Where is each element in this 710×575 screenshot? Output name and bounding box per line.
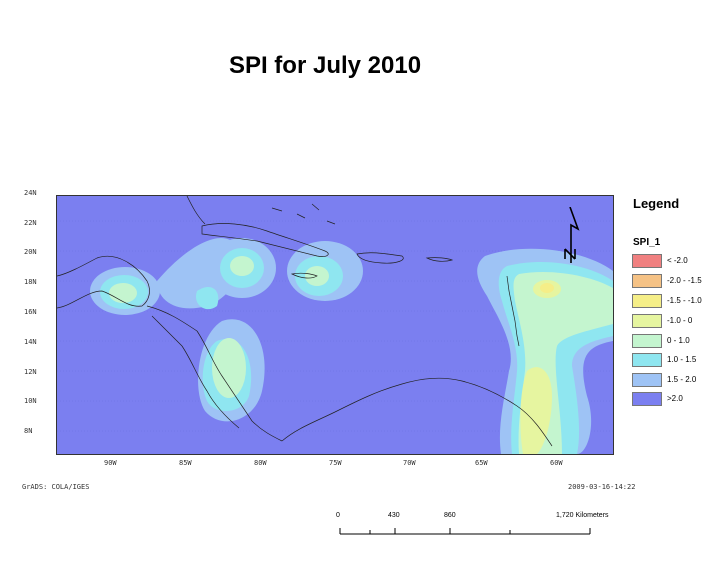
legend-item: -2.0 - -1.5: [632, 273, 702, 288]
legend-item: < -2.0: [632, 253, 688, 268]
legend-swatch: [632, 273, 662, 288]
legend-label: >2.0: [667, 394, 683, 403]
map-title: SPI for July 2010: [228, 52, 422, 79]
legend-item: >2.0: [632, 391, 683, 406]
lat-label: 8N: [24, 427, 33, 435]
lat-label: 20N: [24, 248, 37, 256]
legend-item: -1.0 - 0: [632, 313, 692, 328]
legend-swatch: [632, 313, 662, 328]
legend-item: 0 - 1.0: [632, 333, 690, 348]
legend-swatch: [632, 333, 662, 348]
lon-label: 60W: [550, 459, 563, 467]
lat-label: 16N: [24, 308, 37, 316]
scale-bar: 0 430 860 1,720 Kilometers: [320, 512, 640, 542]
legend-item: 1.0 - 1.5: [632, 352, 696, 367]
lon-label: 70W: [403, 459, 416, 467]
lon-label: 80W: [254, 459, 267, 467]
map-panel[interactable]: [56, 195, 614, 455]
legend-label: 1.0 - 1.5: [667, 355, 697, 364]
scale-label: 860: [444, 512, 456, 519]
scale-bar-line: [339, 528, 591, 535]
lon-label: 75W: [329, 459, 342, 467]
lat-label: 18N: [24, 278, 37, 286]
lat-label: 24N: [24, 189, 37, 197]
legend-field-name: SPI_1: [633, 237, 661, 248]
legend-label: -1.0 - 0: [667, 316, 693, 325]
spi-contour-neg1.5-neg1.0: [540, 283, 554, 293]
legend-swatch: [632, 391, 662, 406]
scale-label: 1,720 Kilometers: [556, 512, 609, 519]
legend-label: < -2.0: [667, 256, 688, 265]
timestamp-text: 2009-03-16-14:22: [568, 483, 636, 491]
north-arrow: [562, 206, 582, 268]
scale-label: 0: [336, 512, 340, 519]
coastlines: [57, 196, 553, 447]
legend-item: 1.5 - 2.0: [632, 372, 696, 387]
lat-label: 12N: [24, 368, 37, 376]
legend-swatch: [632, 253, 662, 268]
lon-label: 65W: [475, 459, 488, 467]
scale-label: 430: [388, 512, 400, 519]
legend-swatch: [632, 372, 662, 387]
lat-label: 22N: [24, 219, 37, 227]
legend-title: Legend: [633, 196, 680, 211]
credit-text: GrADS: COLA/IGES: [22, 483, 90, 491]
legend-label: -2.0 - -1.5: [667, 276, 702, 285]
lat-label: 10N: [24, 397, 37, 405]
legend-item: -1.5 - -1.0: [632, 293, 702, 308]
legend-label: 0 - 1.0: [667, 336, 690, 345]
legend-swatch: [632, 352, 662, 367]
legend-label: -1.5 - -1.0: [667, 296, 702, 305]
north-arrow-icon: [564, 206, 580, 263]
legend-swatch: [632, 293, 662, 308]
lon-label: 90W: [104, 459, 117, 467]
spi-contour-map: [57, 196, 613, 454]
lon-label: 85W: [179, 459, 192, 467]
lat-label: 14N: [24, 338, 37, 346]
legend-label: 1.5 - 2.0: [667, 375, 697, 384]
